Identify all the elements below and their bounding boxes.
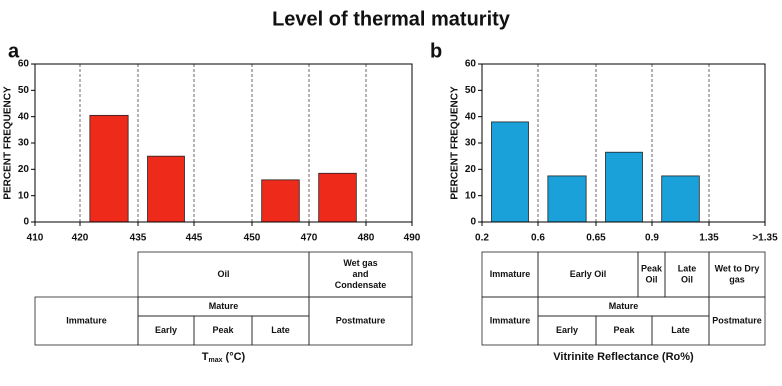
cell-text: gas <box>729 274 745 284</box>
x-tick-label: 420 <box>72 233 89 244</box>
y-tick-label: 60 <box>18 59 30 70</box>
cell-text: Late <box>671 325 690 335</box>
y-tick-label: 50 <box>18 85 30 96</box>
x-axis-label: Tmax (°C) <box>202 351 246 364</box>
x-tick-label: 0.6 <box>531 233 545 244</box>
y-tick-label: 30 <box>465 138 477 149</box>
axis-label-part: (°C) <box>223 351 246 363</box>
cell-text: Immature <box>490 269 531 279</box>
y-tick-label: 40 <box>465 111 477 122</box>
cell-text: Late <box>271 325 290 335</box>
bar <box>605 151 643 223</box>
table-cell <box>708 296 766 346</box>
axis-label-part: max <box>208 357 222 364</box>
y-tick-label: 30 <box>18 138 30 149</box>
cell-text: Oil <box>217 269 229 279</box>
bar <box>547 175 587 223</box>
cell-text: Oil <box>681 274 693 284</box>
x-tick-label: 490 <box>404 233 421 244</box>
y-axis-label: PERCENT FREQUENCY <box>3 86 14 200</box>
cell-text: Early <box>556 325 578 335</box>
x-tick-label: >1.35 <box>752 233 778 244</box>
axis-label-part: T <box>202 351 209 363</box>
cell-text: Wet to Dry <box>715 263 760 273</box>
bar <box>491 121 529 223</box>
y-tick-label: 10 <box>465 190 477 201</box>
y-tick-label: 0 <box>23 217 29 228</box>
cell-text: Postmature <box>336 315 386 325</box>
cell-text: Postmature <box>712 315 762 325</box>
x-tick-label: 435 <box>130 233 147 244</box>
cell-text: Late <box>678 263 697 273</box>
bar <box>89 114 129 223</box>
x-tick-label: 1.35 <box>699 233 719 244</box>
cell-text: Immature <box>490 315 531 325</box>
cell-text: Wet gas <box>343 258 377 268</box>
cell-text: Peak <box>641 263 663 273</box>
bar <box>261 179 300 223</box>
y-tick-label: 20 <box>465 164 477 175</box>
x-tick-label: 0.65 <box>586 233 606 244</box>
x-tick-label: 470 <box>301 233 318 244</box>
x-tick-label: 480 <box>358 233 375 244</box>
cell-text: Immature <box>66 315 107 325</box>
x-tick-label: 0.2 <box>475 233 489 244</box>
cell-text: Peak <box>212 325 234 335</box>
panel-label: b <box>430 40 442 62</box>
cell-text: Condensate <box>335 280 387 290</box>
cell-text: Peak <box>613 325 635 335</box>
x-tick-label: 410 <box>27 233 44 244</box>
x-axis-label: Vitrinite Reflectance (Ro%) <box>553 351 694 363</box>
cell-text: Early <box>155 325 177 335</box>
panel-label: a <box>8 40 20 62</box>
x-tick-label: 445 <box>186 233 203 244</box>
y-tick-label: 40 <box>18 111 30 122</box>
y-tick-label: 20 <box>18 164 30 175</box>
y-tick-label: 0 <box>470 217 476 228</box>
y-tick-label: 60 <box>465 59 477 70</box>
y-axis-label: PERCENT FREQUENCY <box>450 86 461 200</box>
figure-title: Level of thermal maturity <box>272 8 511 30</box>
table-cell <box>308 296 413 346</box>
y-tick-label: 50 <box>465 85 477 96</box>
plot-frame <box>34 63 413 223</box>
plot-frame <box>481 63 766 223</box>
x-tick-label: 450 <box>244 233 261 244</box>
cell-text: Mature <box>609 301 639 311</box>
cell-text: Oil <box>645 274 657 284</box>
x-tick-label: 0.9 <box>645 233 659 244</box>
cell-text: Early Oil <box>570 269 607 279</box>
cell-text: Mature <box>209 301 239 311</box>
bar <box>661 175 700 223</box>
y-tick-label: 10 <box>18 190 30 201</box>
bar <box>318 172 357 223</box>
bar <box>147 155 185 223</box>
axis-label-part: Vitrinite Reflectance (Ro%) <box>553 351 694 363</box>
cell-text: and <box>352 269 368 279</box>
